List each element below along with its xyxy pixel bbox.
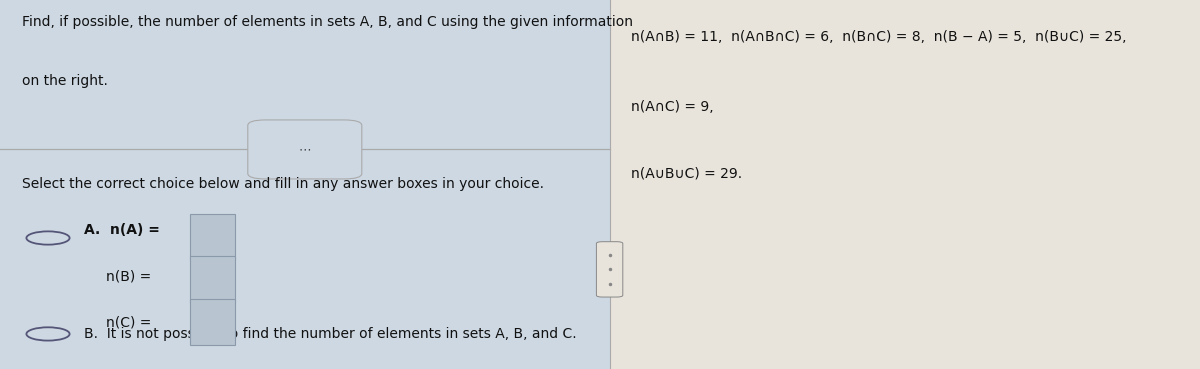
Text: n(C) =: n(C) = bbox=[106, 315, 151, 330]
Text: ⋯: ⋯ bbox=[299, 143, 311, 156]
FancyBboxPatch shape bbox=[610, 0, 1200, 369]
Text: n(A∪B∪C) = 29.: n(A∪B∪C) = 29. bbox=[631, 166, 743, 180]
FancyBboxPatch shape bbox=[190, 214, 235, 260]
Text: A.  n(A) =: A. n(A) = bbox=[84, 223, 160, 237]
FancyBboxPatch shape bbox=[190, 299, 235, 345]
FancyBboxPatch shape bbox=[0, 0, 610, 369]
Text: on the right.: on the right. bbox=[22, 74, 108, 88]
Text: Find, if possible, the number of elements in sets A, B, and C using the given in: Find, if possible, the number of element… bbox=[22, 15, 632, 29]
Text: B.  It is not possible to find the number of elements in sets A, B, and C.: B. It is not possible to find the number… bbox=[84, 327, 577, 341]
Text: n(A∩B) = 11,  n(A∩B∩C) = 6,  n(B∩C) = 8,  n(B − A) = 5,  n(B∪C) = 25,: n(A∩B) = 11, n(A∩B∩C) = 6, n(B∩C) = 8, n… bbox=[631, 30, 1127, 44]
FancyBboxPatch shape bbox=[248, 120, 362, 179]
Text: Select the correct choice below and fill in any answer boxes in your choice.: Select the correct choice below and fill… bbox=[22, 177, 544, 191]
FancyBboxPatch shape bbox=[190, 256, 235, 303]
FancyBboxPatch shape bbox=[596, 242, 623, 297]
Text: n(B) =: n(B) = bbox=[106, 269, 151, 283]
Text: n(A∩C) = 9,: n(A∩C) = 9, bbox=[631, 100, 714, 114]
